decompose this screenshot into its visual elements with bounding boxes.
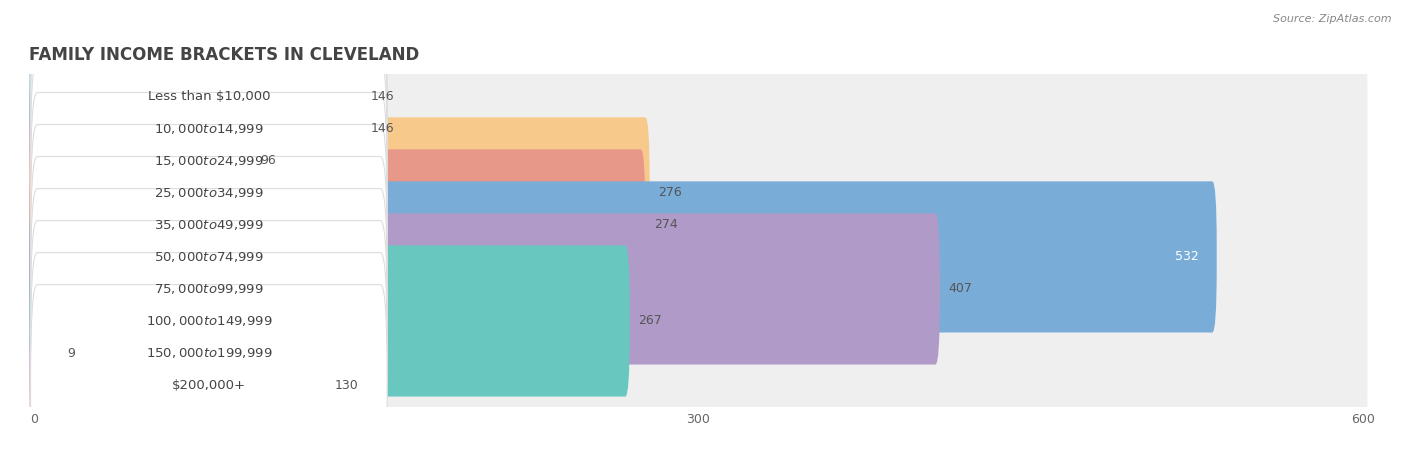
FancyBboxPatch shape <box>31 125 387 325</box>
Text: 146: 146 <box>371 122 394 135</box>
Text: $15,000 to $24,999: $15,000 to $24,999 <box>155 154 264 168</box>
Text: 276: 276 <box>658 186 682 199</box>
FancyBboxPatch shape <box>31 157 387 357</box>
FancyBboxPatch shape <box>30 53 361 204</box>
FancyBboxPatch shape <box>30 277 58 428</box>
FancyBboxPatch shape <box>30 86 250 236</box>
Text: $35,000 to $49,999: $35,000 to $49,999 <box>155 218 264 232</box>
FancyBboxPatch shape <box>31 28 387 229</box>
FancyBboxPatch shape <box>30 181 1216 333</box>
Text: $100,000 to $149,999: $100,000 to $149,999 <box>146 314 273 328</box>
FancyBboxPatch shape <box>30 245 630 396</box>
FancyBboxPatch shape <box>30 310 326 450</box>
Text: 9: 9 <box>67 346 75 360</box>
FancyBboxPatch shape <box>30 117 650 269</box>
FancyBboxPatch shape <box>30 149 1367 301</box>
Text: Less than $10,000: Less than $10,000 <box>148 90 270 104</box>
FancyBboxPatch shape <box>31 252 387 450</box>
Text: $10,000 to $14,999: $10,000 to $14,999 <box>155 122 264 136</box>
FancyBboxPatch shape <box>31 220 387 421</box>
FancyBboxPatch shape <box>31 60 387 261</box>
Text: $200,000+: $200,000+ <box>172 378 246 392</box>
Text: FAMILY INCOME BRACKETS IN CLEVELAND: FAMILY INCOME BRACKETS IN CLEVELAND <box>30 46 420 64</box>
Text: $150,000 to $199,999: $150,000 to $199,999 <box>146 346 273 360</box>
FancyBboxPatch shape <box>31 0 387 197</box>
Text: Source: ZipAtlas.com: Source: ZipAtlas.com <box>1274 14 1392 23</box>
Text: $75,000 to $99,999: $75,000 to $99,999 <box>155 282 264 296</box>
FancyBboxPatch shape <box>30 181 1367 333</box>
FancyBboxPatch shape <box>30 277 1367 428</box>
FancyBboxPatch shape <box>30 21 361 172</box>
Text: 267: 267 <box>638 315 662 328</box>
Text: 274: 274 <box>654 218 678 231</box>
Text: 96: 96 <box>260 154 276 167</box>
Text: 146: 146 <box>371 90 394 104</box>
FancyBboxPatch shape <box>30 86 1367 236</box>
FancyBboxPatch shape <box>30 213 939 364</box>
FancyBboxPatch shape <box>30 117 1367 269</box>
FancyBboxPatch shape <box>31 93 387 293</box>
Text: 130: 130 <box>335 378 359 392</box>
FancyBboxPatch shape <box>30 21 1367 172</box>
Text: 532: 532 <box>1175 251 1199 263</box>
FancyBboxPatch shape <box>30 310 1367 450</box>
FancyBboxPatch shape <box>31 285 387 450</box>
Text: $25,000 to $34,999: $25,000 to $34,999 <box>155 186 264 200</box>
Text: 407: 407 <box>949 283 973 296</box>
FancyBboxPatch shape <box>30 53 1367 204</box>
FancyBboxPatch shape <box>30 245 1367 396</box>
Text: $50,000 to $74,999: $50,000 to $74,999 <box>155 250 264 264</box>
FancyBboxPatch shape <box>30 149 645 301</box>
FancyBboxPatch shape <box>30 213 1367 364</box>
FancyBboxPatch shape <box>31 189 387 389</box>
